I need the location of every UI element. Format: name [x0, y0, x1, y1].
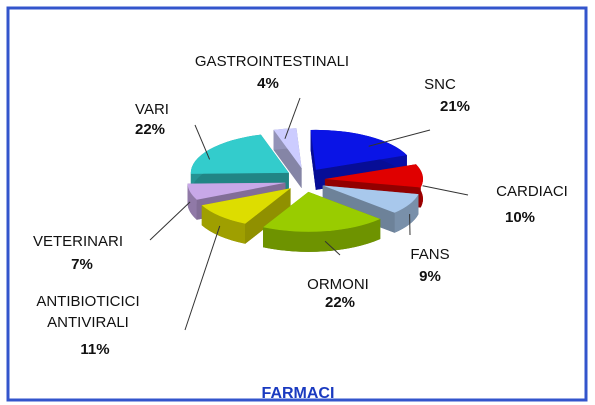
slice-top — [187, 182, 286, 200]
slice-top — [324, 164, 423, 188]
slice-top — [201, 188, 291, 224]
leader-line — [149, 201, 191, 241]
leader-line — [184, 225, 221, 331]
label-line: ANTIVIRALI — [47, 314, 129, 331]
value-label: 22% — [135, 121, 165, 138]
slice-label: ORMONI — [307, 276, 369, 293]
slice-side — [187, 183, 197, 220]
slice-label: ANTIBIOTICICI ANTIVIRALI — [36, 293, 139, 331]
slice-label: GASTROINTESTINALI — [195, 53, 349, 70]
slice — [201, 188, 291, 244]
value-label: 7% — [71, 256, 93, 273]
slice-label: VARI — [135, 101, 169, 118]
slice-label: SNC — [424, 76, 456, 93]
slice-side — [263, 219, 381, 252]
leader-line — [194, 124, 211, 160]
slice-label: FANS — [410, 246, 449, 263]
label-line: ANTIBIOTICICI — [36, 293, 139, 310]
leader-line — [368, 129, 431, 147]
slice-side — [394, 194, 419, 233]
leader-line — [422, 185, 469, 196]
slice-top — [263, 191, 381, 232]
leader-line — [324, 240, 341, 256]
slice-top — [310, 129, 407, 170]
slice — [273, 128, 302, 189]
slice-top — [273, 128, 302, 169]
slice-top — [190, 134, 289, 174]
value-label: 9% — [419, 268, 441, 285]
value-label: 10% — [505, 209, 535, 226]
value-label: 4% — [257, 75, 279, 92]
value-label: 21% — [440, 98, 470, 115]
leader-line — [284, 97, 301, 139]
slice-label: CARDIACI — [496, 183, 568, 200]
slice-side — [201, 205, 246, 244]
value-label: 11% — [80, 341, 109, 358]
chart-title: FARMACI — [262, 385, 335, 402]
slice-label: VETERINARI — [33, 233, 123, 250]
value-label: 22% — [325, 294, 355, 311]
slice-top — [322, 185, 419, 213]
slice — [263, 191, 381, 252]
